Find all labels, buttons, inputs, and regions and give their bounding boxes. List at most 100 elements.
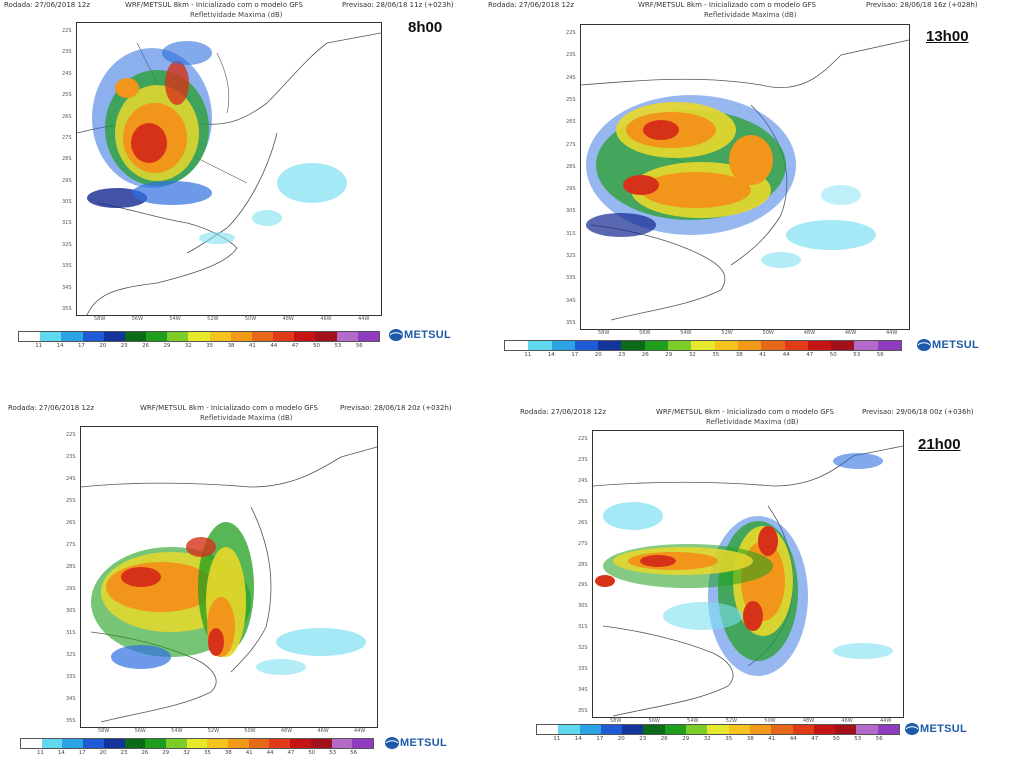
- color-scale-label: 53: [854, 736, 862, 742]
- color-scale-swatch: [784, 341, 808, 350]
- color-scale-swatch: [248, 739, 270, 748]
- color-scale-label: 44: [789, 736, 797, 742]
- time-label: 8h00: [408, 19, 443, 36]
- color-scale-swatch: [835, 725, 857, 734]
- color-scale-label: 17: [78, 750, 86, 756]
- color-scale-label: 38: [735, 352, 743, 358]
- color-scale-swatch: [579, 725, 601, 734]
- latitude-tick-label: 34S: [566, 297, 576, 304]
- latitude-tick-label: 26S: [578, 519, 588, 526]
- longitude-tick-label: 52W: [725, 718, 738, 724]
- color-scale-swatch: [103, 739, 125, 748]
- color-scale-swatch: [877, 725, 900, 734]
- color-scale-label: 20: [617, 736, 625, 742]
- color-scale-label: 56: [875, 736, 883, 742]
- color-scale-label: 41: [768, 736, 776, 742]
- longitude-tick-label: 56W: [648, 718, 660, 724]
- color-scale-label: 38: [227, 343, 235, 349]
- longitude-tick-label: 52W: [207, 316, 219, 322]
- forecast-valid-time: Previsao: 28/06/18 20z (+032h): [340, 404, 452, 412]
- color-scale-swatch: [82, 332, 104, 341]
- latitude-tick-label: 22S: [66, 432, 76, 438]
- longitude-tick-label: 44W: [880, 718, 892, 724]
- latitude-tick-label: 23S: [566, 52, 576, 59]
- color-scale-swatch: [83, 739, 104, 748]
- latitude-tick-label: 30S: [62, 199, 72, 206]
- color-scale: [536, 724, 900, 735]
- color-scale: [504, 340, 902, 351]
- color-scale-swatch: [310, 739, 332, 748]
- latitude-tick-label: 31S: [566, 230, 576, 237]
- longitude-tick-label: 58W: [598, 330, 610, 336]
- color-scale-swatch: [622, 725, 644, 734]
- color-scale-label: 32: [184, 343, 192, 349]
- color-scale-label: 23: [120, 343, 128, 349]
- color-scale-swatch: [103, 332, 125, 341]
- latitude-tick-label: 27S: [566, 141, 576, 148]
- color-scale-label: 26: [142, 343, 150, 349]
- longitude-tick-label: 54W: [169, 316, 181, 322]
- longitude-tick-label: 48W: [802, 718, 815, 724]
- longitude-tick-label: 48W: [280, 728, 293, 734]
- latitude-tick-label: 34S: [578, 687, 588, 694]
- forecast-valid-time: Previsao: 28/06/18 11z (+023h): [342, 1, 454, 9]
- color-scale-label: 38: [746, 736, 754, 742]
- run-label: Rodada: 27/06/2018 12z: [488, 1, 575, 9]
- longitude-tick-label: 46W: [317, 728, 329, 734]
- color-scale-label: 50: [829, 352, 837, 358]
- color-scale-swatch: [749, 725, 772, 734]
- longitude-tick-label: 56W: [131, 316, 144, 322]
- color-scale-label: 17: [596, 736, 604, 742]
- color-scale-label: 53: [334, 343, 342, 349]
- color-scale-label: 35: [725, 736, 733, 742]
- latitude-tick-label: 29S: [62, 177, 72, 184]
- color-scale-swatch: [269, 739, 291, 748]
- color-scale-swatch: [877, 341, 902, 350]
- color-scale-label: 41: [759, 352, 767, 358]
- latitude-tick-label: 30S: [66, 608, 76, 614]
- latitude-tick-label: 22S: [62, 28, 72, 34]
- color-scale-label: 41: [245, 750, 253, 756]
- latitude-tick-label: 35S: [566, 320, 576, 326]
- longitude-tick-label: 50W: [244, 316, 257, 322]
- color-scale-swatch: [145, 739, 166, 748]
- forecast-panel-21h00: Rodada: 27/06/2018 12z WRF/METSUL 8km - …: [506, 398, 1024, 772]
- color-scale-swatch: [551, 341, 575, 350]
- latitude-tick-label: 26S: [566, 119, 576, 126]
- color-scale-swatch: [336, 332, 358, 341]
- longitude-tick-label: 56W: [134, 728, 146, 734]
- reflectivity-map: [580, 24, 910, 330]
- color-scale-swatch: [294, 332, 316, 341]
- latitude-tick-label: 34S: [62, 284, 72, 291]
- color-scale-swatch: [315, 332, 337, 341]
- color-scale-swatch: [331, 739, 353, 748]
- latitude-tick-label: 26S: [66, 520, 76, 526]
- color-scale-labels: 11 14 17 20 23 26 29 32 35 38 41 44 47 50 53 56: [30, 750, 364, 756]
- reflectivity-map: [76, 22, 382, 316]
- color-scale-label: 50: [308, 750, 316, 756]
- longitude-tick-label: 58W: [610, 718, 622, 724]
- color-scale-label: 32: [183, 750, 191, 756]
- color-scale-swatch: [124, 739, 146, 748]
- metsul-logo-icon: [389, 329, 403, 341]
- color-scale-label: 11: [553, 736, 561, 742]
- logo-text: METSUL: [920, 723, 968, 735]
- run-label: Rodada: 27/06/2018 12z: [4, 1, 91, 9]
- longitude-tick-label: 52W: [721, 330, 733, 336]
- color-scale-label: 11: [524, 352, 532, 358]
- longitude-tick-label: 52W: [207, 728, 220, 734]
- longitude-tick-label: 50W: [244, 728, 256, 734]
- color-scale-label: 23: [618, 352, 626, 358]
- latitude-tick-label: 23S: [578, 456, 588, 463]
- latitude-tick-label: 30S: [566, 208, 576, 215]
- color-scale: [18, 331, 380, 342]
- longitude-tick-label: 54W: [171, 728, 183, 734]
- metsul-logo-icon: [917, 339, 931, 351]
- color-scale-label: 23: [639, 736, 647, 742]
- color-scale-swatch: [209, 332, 231, 341]
- latitude-tick-label: 24S: [62, 70, 72, 77]
- color-scale-label: 29: [163, 343, 171, 349]
- color-scale-swatch: [813, 725, 836, 734]
- forecast-panel-20z: Rodada: 27/06/2018 12z WRF/METSUL 8km - …: [0, 398, 470, 772]
- color-scale-swatch: [771, 725, 793, 734]
